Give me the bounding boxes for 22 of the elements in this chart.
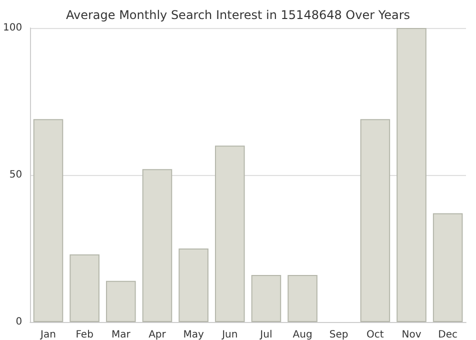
y-tick-label: 50 [9, 170, 22, 180]
x-tick-label: Feb [76, 330, 94, 340]
bar [288, 274, 318, 322]
x-tick-label: Mar [111, 330, 132, 340]
bar [251, 274, 282, 322]
x-tick-label: Jul [259, 330, 272, 340]
chart-title: Average Monthly Search Interest in 15148648 Over Years [66, 8, 410, 22]
x-tick-label: Jun [221, 330, 238, 340]
x-tick-label: Dec [438, 330, 458, 340]
x-tick-label: Oct [366, 330, 384, 340]
bar [70, 254, 100, 322]
x-tick-label: Aug [292, 330, 312, 340]
x-tick-label: Apr [148, 330, 167, 340]
x-tick-label: Sep [329, 330, 348, 340]
bar [106, 280, 136, 322]
x-tick-label: May [183, 330, 204, 340]
x-tick-label: Nov [402, 330, 422, 340]
bar [432, 213, 463, 322]
bar [178, 248, 208, 322]
y-tick-label: 100 [2, 22, 22, 34]
y-tick-label: 0 [16, 316, 22, 328]
x-tick-label: Jan [40, 330, 56, 340]
